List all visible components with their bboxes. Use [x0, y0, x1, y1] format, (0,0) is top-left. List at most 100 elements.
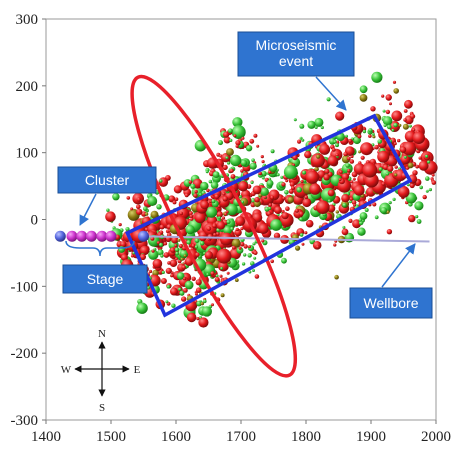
- event-point: [200, 302, 204, 306]
- event-point: [189, 214, 194, 219]
- event-point: [343, 151, 348, 157]
- event-point: [240, 159, 248, 167]
- y-tick-label: -300: [11, 413, 39, 429]
- event-point: [206, 273, 210, 276]
- event-point: [171, 303, 176, 308]
- event-point: [185, 225, 195, 235]
- event-point: [345, 134, 348, 138]
- event-point: [188, 180, 193, 184]
- event-point: [219, 274, 223, 278]
- event-point: [211, 303, 214, 307]
- event-point: [163, 252, 170, 258]
- event-point: [326, 97, 331, 102]
- x-tick-label: 1800: [291, 429, 321, 445]
- event-point: [178, 287, 182, 291]
- event-point: [299, 233, 304, 237]
- event-point: [243, 253, 247, 257]
- event-point: [125, 227, 130, 232]
- event-point: [280, 175, 284, 179]
- event-point: [193, 193, 198, 198]
- event-point: [194, 292, 198, 296]
- event-point: [195, 252, 200, 257]
- event-point: [182, 277, 187, 281]
- event-point: [195, 279, 202, 286]
- event-point: [174, 197, 179, 201]
- event-point: [334, 274, 339, 280]
- event-point: [174, 257, 178, 261]
- event-point: [195, 287, 202, 294]
- event-point: [216, 221, 226, 230]
- event-point: [166, 284, 171, 289]
- event-point: [184, 280, 194, 290]
- event-point: [408, 124, 412, 128]
- event-point: [314, 126, 318, 129]
- cluster-point: [76, 230, 88, 242]
- event-point: [118, 223, 122, 227]
- event-point: [159, 179, 163, 183]
- event-point: [418, 160, 429, 171]
- event-point: [235, 140, 241, 146]
- cluster-arrow: [79, 193, 97, 226]
- event-point: [359, 212, 368, 220]
- event-point: [412, 128, 416, 132]
- event-point: [415, 164, 420, 169]
- microseismic-event-label: Microseismic event: [256, 37, 337, 69]
- event-point: [393, 142, 397, 146]
- event-point: [220, 293, 225, 298]
- event-point: [226, 219, 231, 224]
- event-point: [179, 211, 183, 216]
- event-point: [216, 211, 223, 218]
- event-point: [403, 155, 407, 159]
- event-point: [304, 150, 312, 159]
- event-point: [368, 134, 372, 138]
- event-point: [220, 266, 224, 270]
- event-point: [188, 211, 193, 216]
- event-point: [349, 197, 354, 201]
- event-point: [226, 148, 234, 156]
- event-point: [226, 203, 238, 216]
- event-point: [382, 109, 386, 113]
- event-point: [223, 131, 230, 138]
- event-point: [305, 170, 319, 184]
- event-point: [240, 227, 244, 231]
- event-point: [333, 140, 337, 144]
- event-point: [161, 270, 165, 274]
- event-point: [394, 173, 398, 177]
- event-point: [218, 140, 223, 146]
- event-point: [248, 270, 252, 274]
- event-point: [183, 288, 188, 293]
- event-point: [400, 154, 411, 165]
- cluster-point: [54, 230, 66, 242]
- event-point: [288, 188, 294, 194]
- event-point: [172, 200, 177, 205]
- event-point: [368, 128, 373, 133]
- event-point: [206, 188, 210, 193]
- callout-text: Cluster: [85, 172, 130, 188]
- wellbore-arrow: [381, 243, 416, 288]
- event-point: [136, 302, 148, 314]
- event-point: [211, 199, 216, 204]
- event-point: [159, 224, 165, 230]
- event-point: [362, 129, 367, 134]
- event-point: [215, 232, 220, 236]
- x-tick-label: 1700: [226, 429, 256, 445]
- event-point: [222, 192, 226, 196]
- event-point: [320, 125, 324, 130]
- event-point: [352, 177, 356, 181]
- event-point: [425, 154, 429, 158]
- event-point: [404, 99, 413, 109]
- event-point: [319, 143, 331, 155]
- event-point: [260, 155, 264, 159]
- event-point: [352, 219, 362, 229]
- event-point: [112, 193, 120, 201]
- event-point: [241, 200, 245, 204]
- event-point: [171, 236, 179, 244]
- event-point: [238, 246, 242, 250]
- event-point: [268, 189, 280, 201]
- event-point: [301, 138, 305, 142]
- event-point: [249, 138, 255, 144]
- event-point: [234, 278, 239, 282]
- event-point: [205, 170, 209, 174]
- compass-label-w: W: [61, 364, 72, 376]
